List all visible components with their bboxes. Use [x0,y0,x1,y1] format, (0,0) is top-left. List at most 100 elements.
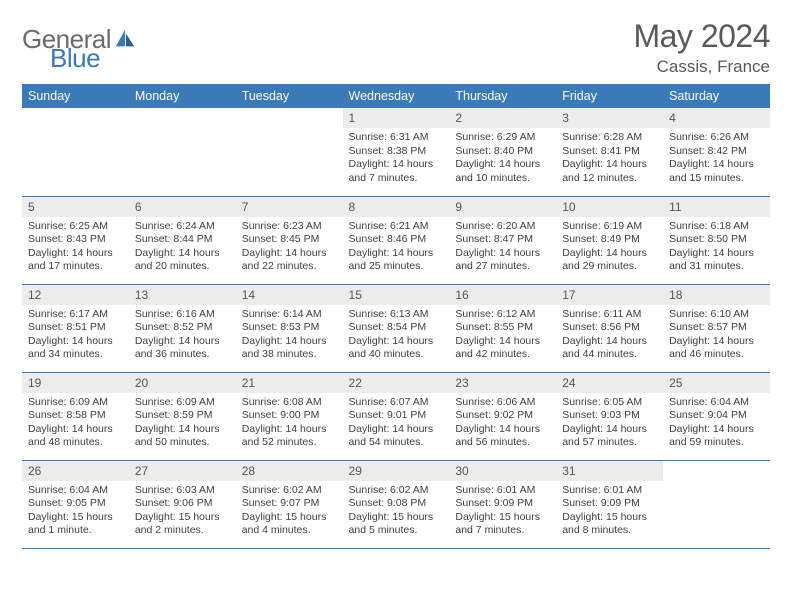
sunset-text: Sunset: 9:09 PM [562,497,657,511]
sunset-text: Sunset: 8:57 PM [669,321,764,335]
calendar-day-cell [663,460,770,548]
weekday-header: Saturday [663,84,770,108]
daylight-text: Daylight: 15 hours and 1 minute. [28,511,123,538]
daylight-text: Daylight: 14 hours and 22 minutes. [242,247,337,274]
sunset-text: Sunset: 8:49 PM [562,233,657,247]
day-number: 5 [22,197,129,217]
daylight-text: Daylight: 14 hours and 25 minutes. [349,247,444,274]
day-number: 8 [343,197,450,217]
calendar-day-cell: 15Sunrise: 6:13 AMSunset: 8:54 PMDayligh… [343,284,450,372]
day-number: 21 [236,373,343,393]
day-number: 14 [236,285,343,305]
day-number: 27 [129,461,236,481]
daylight-text: Daylight: 14 hours and 50 minutes. [135,423,230,450]
daylight-text: Daylight: 14 hours and 46 minutes. [669,335,764,362]
calendar-week-row: 5 Sunrise: 6:25 AMSunset: 8:43 PM Daylight… [22,196,770,284]
day-number: 16 [449,285,556,305]
sunset-text: Sunset: 8:58 PM [28,409,123,423]
sunrise-text: Sunrise: 6:12 AM [455,308,550,322]
weekday-header: Tuesday [236,84,343,108]
sunrise-text: Sunrise: 6:01 AM [455,484,550,498]
calendar-day-cell: 20Sunrise: 6:09 AMSunset: 8:59 PMDayligh… [129,372,236,460]
sunset-text: Sunset: 8:53 PM [242,321,337,335]
day-details: Sunrise: 6:14 AMSunset: 8:53 PMDaylight:… [236,305,343,367]
daylight-text: Daylight: 14 hours and 52 minutes. [242,423,337,450]
sunrise-text: Sunrise: 6:02 AM [242,484,337,498]
day-details: Sunrise: 6:09 AMSunset: 8:59 PMDaylight:… [129,393,236,455]
day-details: Sunrise: 6:24 AMSunset: 8:44 PMDaylight:… [129,217,236,279]
day-details: Sunrise: 6:17 AMSunset: 8:51 PMDaylight:… [22,305,129,367]
day-details: Sunrise: 6:20 AMSunset: 8:47 PMDaylight:… [449,217,556,279]
sunrise-text: Sunrise: 6:13 AM [349,308,444,322]
calendar-day-cell: 22Sunrise: 6:07 AMSunset: 9:01 PMDayligh… [343,372,450,460]
sunset-text: Sunset: 8:59 PM [135,409,230,423]
day-number: 6 [129,197,236,217]
day-number: 2 [449,108,556,128]
sunrise-text: Sunrise: 6:28 AM [562,131,657,145]
day-details: Sunrise: 6:16 AMSunset: 8:52 PMDaylight:… [129,305,236,367]
sunset-text: Sunset: 8:55 PM [455,321,550,335]
day-number: 15 [343,285,450,305]
calendar-body: 1Sunrise: 6:31 AMSunset: 8:38 PMDaylight… [22,108,770,548]
sunset-text: Sunset: 8:38 PM [349,145,444,159]
sunrise-text: Sunrise: 6:01 AM [562,484,657,498]
day-details: Sunrise: 6:04 AMSunset: 9:04 PMDaylight:… [663,393,770,455]
calendar-day-cell: 2Sunrise: 6:29 AMSunset: 8:40 PMDaylight… [449,108,556,196]
sunrise-text: Sunrise: 6:23 AM [242,220,337,234]
daylight-text: Daylight: 15 hours and 2 minutes. [135,511,230,538]
sunset-text: Sunset: 9:03 PM [562,409,657,423]
day-details: Sunrise: 6:23 AMSunset: 8:45 PMDaylight:… [236,217,343,279]
calendar-day-cell: 7Sunrise: 6:23 AMSunset: 8:45 PMDaylight… [236,196,343,284]
sunset-text: Sunset: 9:01 PM [349,409,444,423]
calendar-week-row: 12Sunrise: 6:17 AMSunset: 8:51 PMDayligh… [22,284,770,372]
day-details: Sunrise: 6:31 AMSunset: 8:38 PMDaylight:… [343,128,450,190]
calendar-day-cell: 5Sunrise: 6:25 AMSunset: 8:43 PMDaylight… [22,196,129,284]
sunset-text: Sunset: 9:05 PM [28,497,123,511]
daylight-text: Daylight: 14 hours and 36 minutes. [135,335,230,362]
daylight-text: Daylight: 14 hours and 20 minutes. [135,247,230,274]
sunrise-text: Sunrise: 6:25 AM [28,220,123,234]
sunset-text: Sunset: 8:42 PM [669,145,764,159]
calendar-day-cell: 16 Sunrise: 6:12 AMSunset: 8:55 PMDayligh… [449,284,556,372]
day-details: Sunrise: 6:19 AMSunset: 8:49 PMDaylight:… [556,217,663,279]
calendar-day-cell: 14Sunrise: 6:14 AMSunset: 8:53 PMDayligh… [236,284,343,372]
day-details: Sunrise: 6:10 AMSunset: 8:57 PMDaylight:… [663,305,770,367]
calendar-day-cell: 17Sunrise: 6:11 AMSunset: 8:56 PMDayligh… [556,284,663,372]
weekday-row: SundayMondayTuesdayWednesdayThursdayFrid… [22,84,770,108]
sunset-text: Sunset: 9:09 PM [455,497,550,511]
daylight-text: Daylight: 14 hours and 12 minutes. [562,158,657,185]
day-details: Sunrise: 6:02 AMSunset: 9:07 PMDaylight:… [236,481,343,543]
calendar-day-cell: 10Sunrise: 6:19 AMSunset: 8:49 PMDayligh… [556,196,663,284]
day-number: 28 [236,461,343,481]
daylight-text: Daylight: 14 hours and 42 minutes. [455,335,550,362]
sunset-text: Sunset: 8:41 PM [562,145,657,159]
calendar-day-cell: 11Sunrise: 6:18 AMSunset: 8:50 PMDayligh… [663,196,770,284]
weekday-header: Thursday [449,84,556,108]
daylight-text: Daylight: 15 hours and 5 minutes. [349,511,444,538]
calendar-day-cell: 3Sunrise: 6:28 AMSunset: 8:41 PMDaylight… [556,108,663,196]
daylight-text: Daylight: 14 hours and 56 minutes. [455,423,550,450]
day-details: Sunrise: 6:01 AMSunset: 9:09 PMDaylight:… [449,481,556,543]
sunset-text: Sunset: 9:06 PM [135,497,230,511]
calendar-day-cell: 1Sunrise: 6:31 AMSunset: 8:38 PMDaylight… [343,108,450,196]
sunrise-text: Sunrise: 6:19 AM [562,220,657,234]
calendar-page: General May 2024 Cassis, France Blue Sun… [0,0,792,559]
daylight-text: Daylight: 15 hours and 8 minutes. [562,511,657,538]
calendar-day-cell: 27 Sunrise: 6:03 AMSunset: 9:06 PMDayligh… [129,460,236,548]
day-number: 26 [22,461,129,481]
calendar-day-cell: 23Sunrise: 6:06 AMSunset: 9:02 PMDayligh… [449,372,556,460]
sunrise-text: Sunrise: 6:21 AM [349,220,444,234]
day-details: Sunrise: 6:21 AMSunset: 8:46 PMDaylight:… [343,217,450,279]
daylight-text: Daylight: 14 hours and 48 minutes. [28,423,123,450]
calendar-head: SundayMondayTuesdayWednesdayThursdayFrid… [22,84,770,108]
day-details: Sunrise: 6:02 AMSunset: 9:08 PMDaylight:… [343,481,450,543]
sunset-text: Sunset: 9:08 PM [349,497,444,511]
sunset-text: Sunset: 8:43 PM [28,233,123,247]
weekday-header: Wednesday [343,84,450,108]
sunrise-text: Sunrise: 6:03 AM [135,484,230,498]
calendar-day-cell: 30Sunrise: 6:01 AMSunset: 9:09 PMDayligh… [449,460,556,548]
sunrise-text: Sunrise: 6:16 AM [135,308,230,322]
daylight-text: Daylight: 14 hours and 31 minutes. [669,247,764,274]
day-details: Sunrise: 6:29 AMSunset: 8:40 PMDaylight:… [449,128,556,190]
sunset-text: Sunset: 8:45 PM [242,233,337,247]
